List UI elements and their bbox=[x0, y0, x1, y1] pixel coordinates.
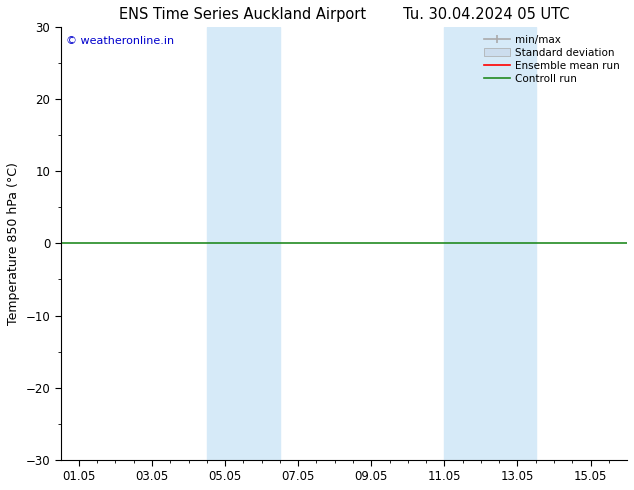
Legend: min/max, Standard deviation, Ensemble mean run, Controll run: min/max, Standard deviation, Ensemble me… bbox=[482, 32, 622, 86]
Text: © weatheronline.in: © weatheronline.in bbox=[67, 36, 174, 46]
Title: ENS Time Series Auckland Airport        Tu. 30.04.2024 05 UTC: ENS Time Series Auckland Airport Tu. 30.… bbox=[119, 7, 569, 22]
Bar bbox=[444, 27, 536, 460]
Y-axis label: Temperature 850 hPa (°C): Temperature 850 hPa (°C) bbox=[7, 162, 20, 325]
Bar bbox=[207, 27, 280, 460]
